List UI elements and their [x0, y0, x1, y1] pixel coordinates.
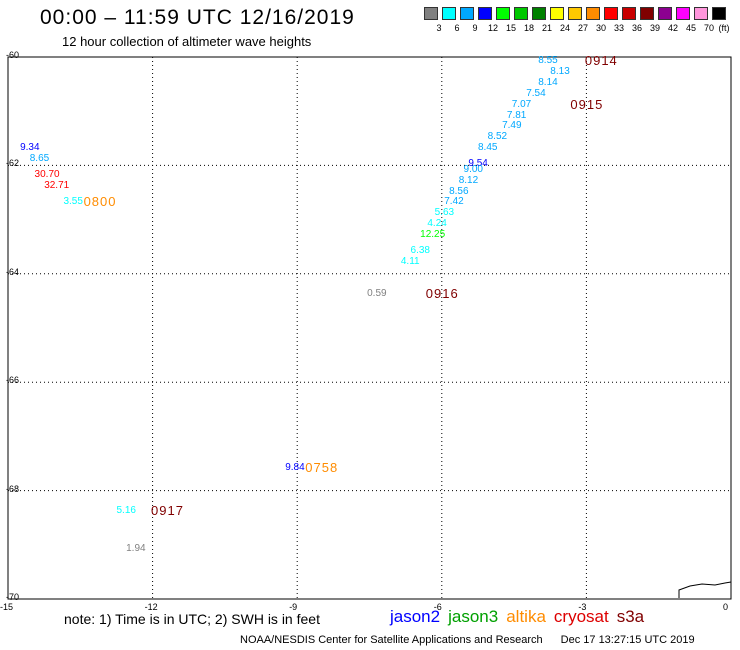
- legend-swatch: [460, 7, 474, 20]
- generated-timestamp: Dec 17 13:27:15 UTC 2019: [560, 634, 695, 646]
- legend-swatch: [496, 7, 510, 20]
- x-tick-label: -12: [144, 602, 158, 612]
- wave-height-value: 9.34: [20, 142, 40, 154]
- x-tick-label: -6: [433, 602, 442, 612]
- legend-label: 33: [613, 23, 624, 33]
- coastline: [678, 581, 732, 598]
- wave-height-value: 7.49: [502, 120, 522, 132]
- legend-swatch: [604, 7, 618, 20]
- map-title: 00:00 – 11:59 UTC 12/16/2019: [40, 6, 355, 29]
- wave-height-value: 8.14: [538, 77, 558, 89]
- legend-swatch: [694, 7, 708, 20]
- credit-text: NOAA/NESDIS Center for Satellite Applica…: [240, 634, 543, 646]
- legend-swatch: [712, 7, 726, 20]
- color-legend: 3 6 9 12 15 18 21 24 27 30 33 36 39 42 45 70 (ft): [424, 7, 730, 37]
- legend-swatch: [532, 7, 546, 20]
- legend-label: 36: [631, 23, 642, 33]
- legend-swatch: [424, 7, 438, 20]
- pass-time-label: 0916: [425, 286, 459, 302]
- wave-height-value: 7.54: [526, 87, 546, 99]
- map-subtitle: 12 hour collection of altimeter wave hei…: [62, 34, 312, 49]
- wave-height-value: 3.55: [63, 196, 83, 208]
- legend-label: 39: [649, 23, 660, 33]
- wave-height-value: 8.13: [550, 66, 570, 78]
- legend-label: 9: [472, 23, 478, 33]
- legend-label: 30: [595, 23, 606, 33]
- pass-time-label: 0800: [83, 194, 117, 210]
- wave-height-value: 9.00: [463, 163, 483, 175]
- satellite-name: altika: [506, 607, 546, 626]
- wave-height-value: 4.11: [400, 255, 420, 267]
- satellite-legend: jason2 jason3 altika cryosat s3a: [390, 607, 652, 627]
- grid-lines: [7, 56, 732, 600]
- wave-height-value: 8.65: [29, 152, 50, 164]
- legend-swatch: [640, 7, 654, 20]
- footer-note: note: 1) Time is in UTC; 2) SWH is in fe…: [64, 611, 320, 627]
- wave-height-value: 4.24: [427, 218, 447, 230]
- wave-height-value: 8.56: [449, 185, 469, 197]
- legend-swatch: [568, 7, 582, 20]
- pass-time-label: 0914: [584, 53, 618, 69]
- wave-height-value: 12.25: [420, 228, 446, 240]
- wave-height-value: 8.55: [538, 55, 558, 67]
- wave-height-value: 5.63: [434, 207, 455, 219]
- y-tick-label: -60: [6, 50, 20, 60]
- x-tick-label: -9: [289, 602, 298, 612]
- legend-swatch: [478, 7, 492, 20]
- wave-height-value: 7.81: [506, 109, 527, 121]
- legend-swatch: [676, 7, 690, 20]
- satellite-name: jason3: [448, 607, 499, 626]
- wave-height-value: 6.38: [410, 245, 430, 257]
- wave-height-value: 1.94: [126, 543, 146, 555]
- legend-unit: (ft): [718, 23, 730, 33]
- legend-label: 70: [703, 23, 714, 33]
- wave-height-value: 8.12: [458, 174, 479, 186]
- pass-time-label: 0917: [151, 503, 184, 519]
- legend-swatch: [658, 7, 672, 20]
- satellite-name: jason2: [390, 607, 441, 626]
- wave-height-value: 9.54: [468, 158, 488, 170]
- x-tick-label: -15: [0, 602, 14, 612]
- legend-swatch: [514, 7, 528, 20]
- wave-height-value: 30.70: [34, 169, 60, 181]
- legend-label: 3: [436, 23, 442, 33]
- wave-height-value: 8.52: [487, 131, 508, 143]
- legend-swatch: [622, 7, 636, 20]
- legend-label: 42: [667, 23, 678, 33]
- legend-label: 12: [487, 23, 498, 33]
- wave-height-value: 0.59: [367, 288, 387, 300]
- wave-height-value: 7.42: [444, 196, 464, 208]
- y-tick-label: -62: [6, 158, 20, 169]
- wave-height-value: 32.71: [44, 180, 70, 192]
- legend-label: 24: [559, 23, 570, 33]
- y-tick-label: -64: [6, 266, 20, 277]
- satellite-name: cryosat: [553, 607, 609, 626]
- y-tick-label: -70: [6, 592, 20, 602]
- plot-frame: [7, 56, 732, 600]
- satellite-name: s3a: [616, 607, 645, 626]
- x-tick-label: 0: [723, 602, 729, 612]
- x-tick-label: -3: [578, 602, 587, 612]
- pass-time-label: 0915: [570, 96, 604, 112]
- legend-label: 27: [577, 23, 588, 33]
- wave-height-value: 9.84: [285, 461, 305, 473]
- legend-label: 15: [505, 23, 516, 33]
- legend-swatch: [586, 7, 600, 20]
- legend-label: 18: [523, 23, 534, 33]
- wave-height-value: 8.45: [478, 142, 498, 154]
- wave-height-value: 5.16: [116, 505, 136, 517]
- pass-time-label: 0758: [305, 459, 339, 475]
- y-tick-label: -68: [6, 483, 20, 494]
- y-tick-label: -66: [6, 375, 20, 386]
- legend-label: 6: [454, 23, 460, 33]
- wave-height-value: 7.07: [511, 98, 532, 110]
- legend-swatch: [550, 7, 564, 20]
- legend-label: 45: [685, 23, 696, 33]
- legend-swatch: [442, 7, 456, 20]
- credit-line: NOAA/NESDIS Center for Satellite Applica…: [240, 634, 695, 646]
- legend-label: 21: [541, 23, 552, 33]
